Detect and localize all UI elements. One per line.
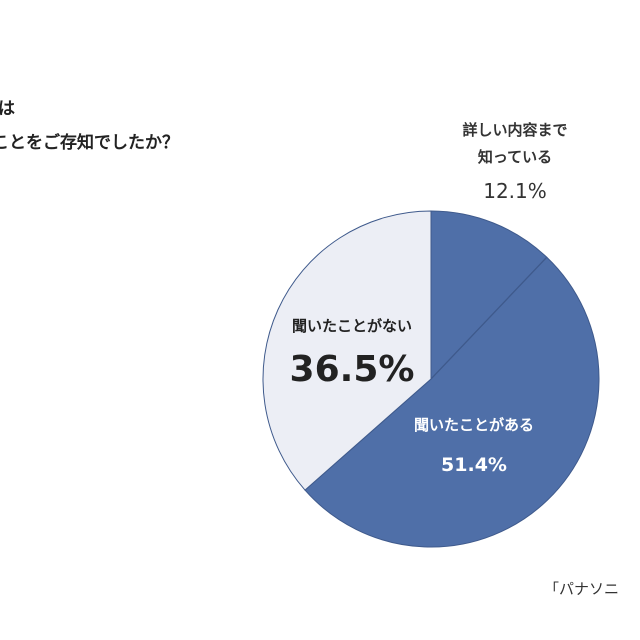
pie-slice-heard bbox=[304, 256, 600, 548]
slice-label-not-heard: 聞いたことがない bbox=[292, 317, 412, 335]
slice-value-heard: 51.4% bbox=[441, 454, 507, 476]
question-line-1: は bbox=[0, 99, 15, 119]
slice-label-heard: 聞いたことがある bbox=[414, 416, 534, 434]
pie-slices bbox=[262, 210, 600, 548]
question-line-2: ことをご存知でしたか？ bbox=[0, 133, 179, 153]
source-note: 「パナソニ bbox=[544, 580, 620, 598]
slice-value-detailed: 12.1% bbox=[483, 179, 547, 203]
slice-divider-line bbox=[430, 256, 548, 380]
pie-slice-detailed bbox=[430, 210, 548, 381]
slice-value-not-heard: 36.5% bbox=[290, 349, 415, 390]
slice-label-detailed-line-1: 詳しい内容まで bbox=[462, 121, 567, 139]
slice-label-detailed-line-2: 知っている bbox=[478, 148, 552, 166]
pie-slice-not-heard bbox=[262, 210, 432, 491]
slice-separators bbox=[430, 256, 548, 380]
